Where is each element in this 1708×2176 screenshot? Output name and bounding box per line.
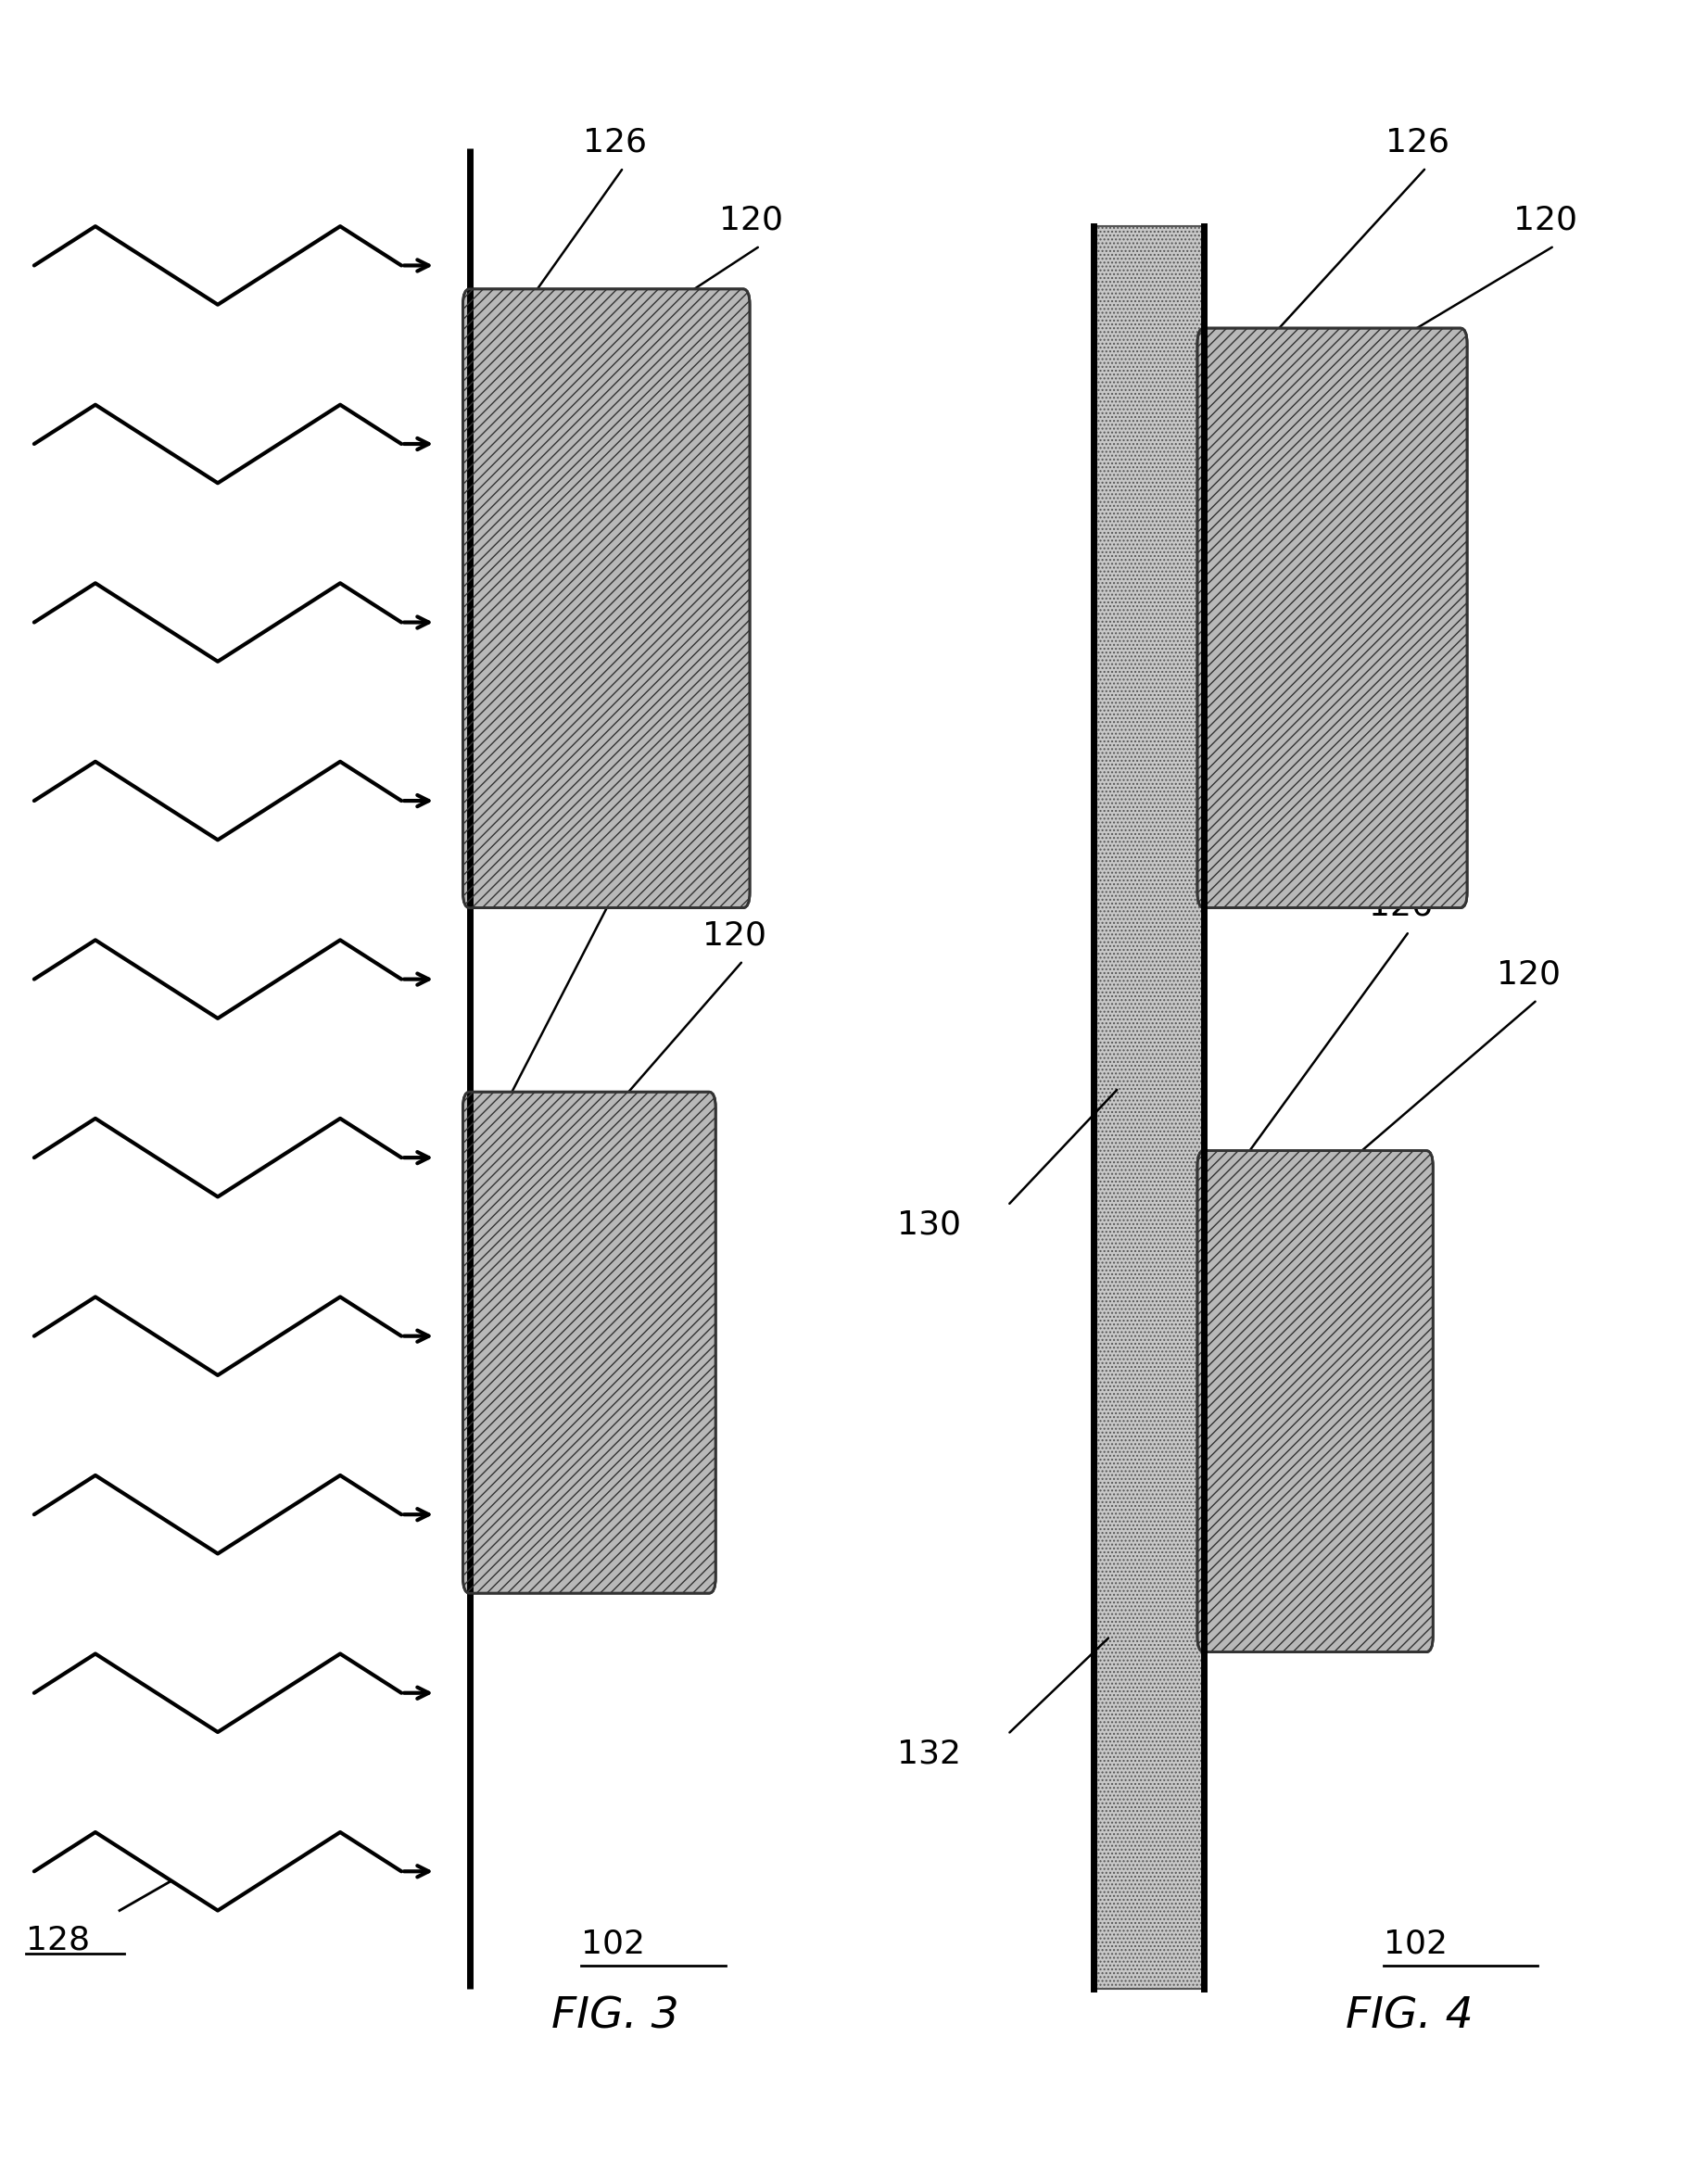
Text: FIG. 4: FIG. 4 — [1346, 1995, 1472, 2037]
Text: 120: 120 — [1513, 205, 1578, 235]
FancyBboxPatch shape — [1197, 1151, 1433, 1652]
FancyBboxPatch shape — [463, 1092, 716, 1593]
Text: FIG. 3: FIG. 3 — [552, 1995, 678, 2037]
Text: 120: 120 — [702, 920, 767, 951]
Text: 126: 126 — [1385, 126, 1450, 157]
Text: 120: 120 — [719, 205, 784, 235]
Text: 128: 128 — [26, 1924, 91, 1956]
FancyBboxPatch shape — [1197, 329, 1467, 907]
Text: 102: 102 — [1383, 1928, 1447, 1958]
Text: 132: 132 — [897, 1739, 960, 1769]
Bar — [1093, 226, 1204, 1989]
Text: 126: 126 — [574, 851, 639, 881]
Text: 126: 126 — [582, 126, 647, 157]
Text: 126: 126 — [1368, 890, 1433, 923]
Text: 102: 102 — [581, 1928, 644, 1958]
FancyBboxPatch shape — [463, 289, 750, 907]
Text: 130: 130 — [897, 1210, 960, 1240]
Bar — [1093, 226, 1204, 1989]
Text: 120: 120 — [1496, 960, 1561, 990]
